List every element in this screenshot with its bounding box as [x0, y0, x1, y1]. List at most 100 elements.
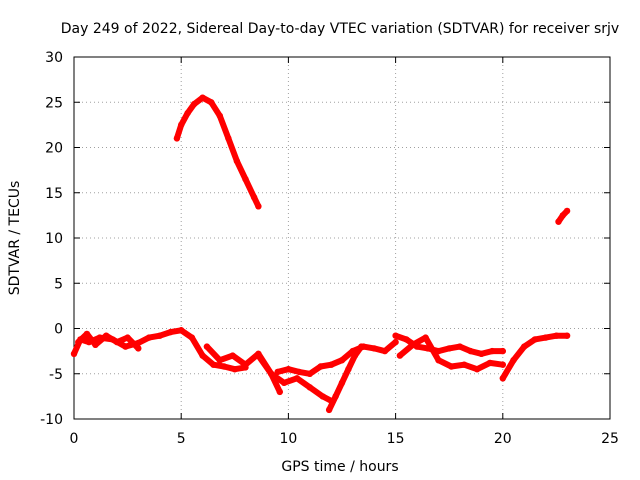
data-point — [306, 370, 313, 377]
x-tick-label: 10 — [279, 431, 297, 447]
data-point — [563, 207, 571, 215]
data-point — [229, 352, 236, 359]
data-point — [448, 363, 455, 370]
data-point — [306, 384, 313, 391]
data-point — [392, 338, 399, 346]
data-point — [555, 218, 562, 225]
data-point — [531, 336, 539, 343]
data-point — [351, 352, 359, 359]
data-point — [145, 334, 153, 341]
data-point — [478, 350, 485, 357]
data-point — [332, 393, 339, 400]
data-point — [345, 366, 352, 373]
data-point — [255, 203, 262, 210]
data-point — [553, 332, 560, 339]
data-point — [446, 345, 453, 352]
series-arc-late — [499, 332, 571, 382]
data-point — [396, 352, 404, 359]
y-tick-label: 20 — [45, 141, 63, 157]
data-point — [559, 212, 566, 219]
data-point — [122, 343, 129, 350]
data-point — [188, 334, 196, 341]
data-point — [563, 332, 571, 339]
data-point — [488, 347, 496, 355]
data-point — [184, 109, 191, 117]
data-point — [113, 338, 121, 346]
data-point — [216, 357, 223, 364]
x-tick-label: 20 — [494, 431, 512, 447]
chart-title: Day 249 of 2022, Sidereal Day-to-day VTE… — [61, 21, 619, 37]
data-point — [124, 334, 131, 341]
x-tick-label: 5 — [177, 431, 186, 447]
data-point — [486, 359, 494, 367]
data-point — [83, 330, 91, 338]
data-point — [409, 341, 416, 348]
data-point — [328, 361, 335, 368]
x-tick-label: 15 — [387, 431, 405, 447]
data-point — [225, 135, 232, 142]
y-tick-label: 15 — [45, 186, 63, 202]
y-tick-label: 10 — [45, 231, 63, 247]
data-point — [178, 327, 185, 334]
data-point — [203, 343, 211, 350]
data-point — [317, 363, 324, 370]
grid — [74, 57, 610, 419]
data-point — [499, 347, 506, 355]
y-tick-label: 30 — [45, 50, 63, 66]
data-point — [510, 357, 517, 364]
data-point — [461, 361, 468, 368]
y-tick-label: -10 — [40, 412, 63, 428]
data-point — [371, 345, 378, 352]
series-arc-early-mid — [75, 330, 142, 352]
data-point — [403, 336, 410, 343]
y-tick-label: 5 — [54, 276, 63, 292]
data-point — [255, 352, 262, 359]
data-point — [216, 112, 223, 120]
series-arc-late-high — [555, 207, 571, 225]
series-arc-afternoon-b — [396, 334, 506, 373]
data-point — [542, 334, 549, 341]
data-point — [70, 350, 78, 357]
series-arc-midday-d — [274, 338, 399, 377]
data-point — [521, 343, 528, 350]
data-point — [199, 352, 206, 359]
data-point — [220, 363, 228, 370]
data-point — [338, 357, 346, 364]
y-tick-label: 25 — [45, 95, 63, 111]
data-point — [381, 347, 389, 355]
series-arc-midday-c — [255, 352, 335, 405]
data-point — [268, 370, 275, 377]
data-point — [242, 361, 249, 368]
data-point — [156, 332, 163, 339]
data-point — [435, 357, 442, 364]
data-point — [173, 135, 181, 142]
data-point — [338, 379, 346, 386]
data-point — [276, 388, 283, 396]
y-tick-label: -5 — [49, 367, 63, 383]
data-point — [210, 361, 217, 368]
data-point — [499, 361, 506, 368]
data-point — [167, 328, 174, 336]
y-axis-label: SDTVAR / TECUs — [7, 181, 23, 296]
data-point — [274, 368, 281, 376]
data-point — [325, 406, 333, 414]
data-point — [103, 332, 110, 339]
data-point — [293, 375, 301, 382]
data-point — [231, 366, 238, 373]
data-point — [280, 379, 288, 386]
plot-data — [70, 94, 571, 414]
data-point — [242, 176, 249, 183]
data-point — [456, 343, 464, 350]
ticks — [73, 56, 611, 420]
x-tick-label: 25 — [601, 431, 619, 447]
y-tick-label: 0 — [54, 322, 63, 338]
data-point — [319, 393, 326, 400]
data-point — [392, 332, 399, 339]
x-axis-label: GPS time / hours — [281, 459, 398, 475]
data-point — [199, 94, 206, 101]
series-arc-high — [173, 94, 262, 210]
data-point — [473, 366, 481, 373]
data-point — [250, 194, 258, 201]
data-point — [92, 341, 99, 348]
series-arc-noon-dip — [325, 343, 365, 414]
